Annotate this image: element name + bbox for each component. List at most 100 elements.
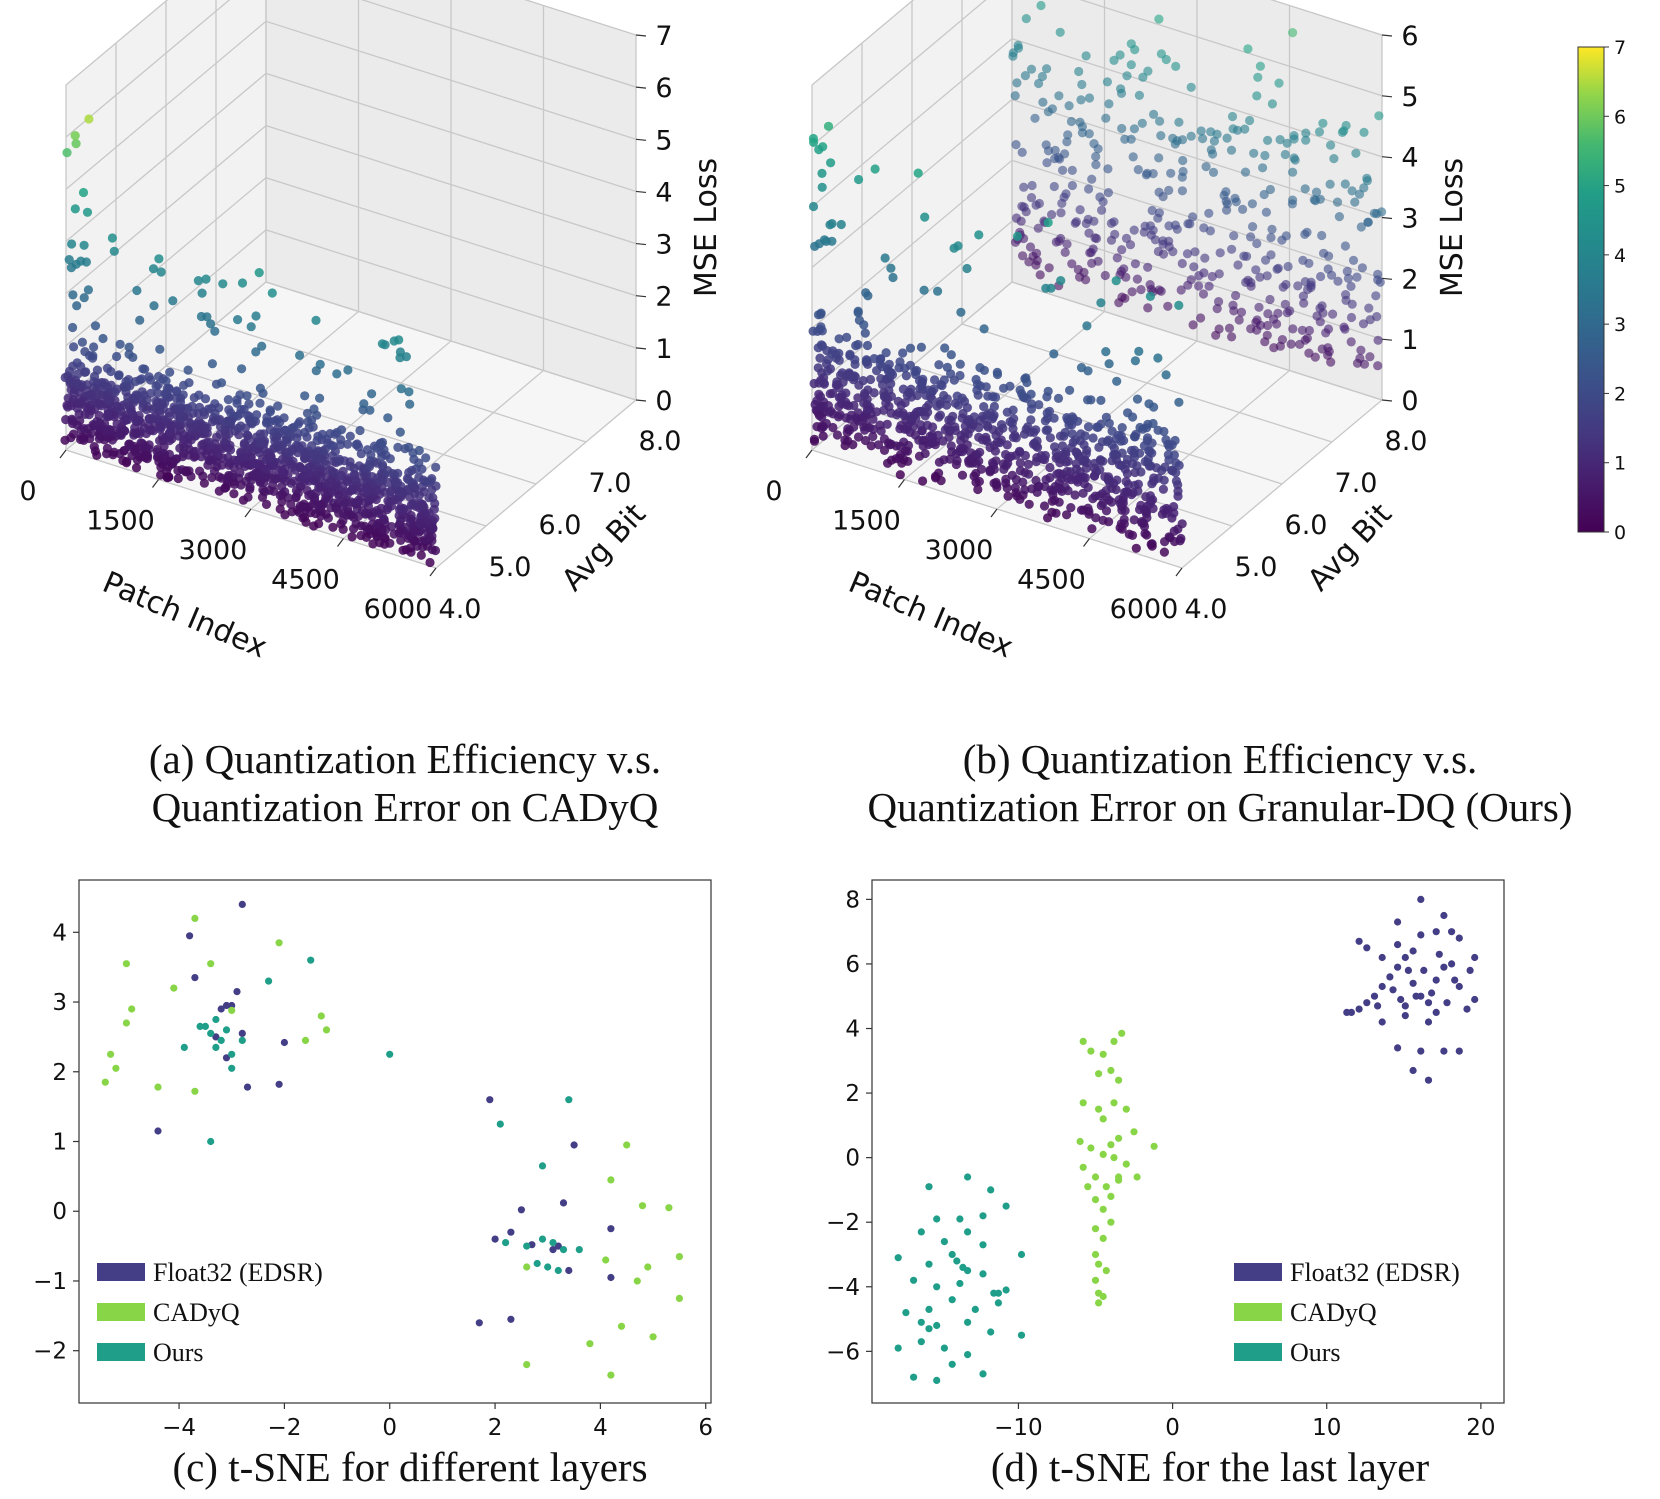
panel-a-ztick: 4 xyxy=(655,177,672,208)
panel-d-ytick: 8 xyxy=(845,887,860,913)
panel-b-point xyxy=(854,380,864,390)
panel-b-point xyxy=(1139,504,1149,515)
panel-c-point-cadyq xyxy=(644,1263,652,1271)
panel-b-point xyxy=(1058,165,1068,175)
panel-c-point-cadyq xyxy=(665,1204,673,1212)
panel-a-point xyxy=(417,464,427,474)
panel-b-point xyxy=(1133,479,1143,489)
panel-b-ztick-mark xyxy=(1381,277,1393,280)
panel-a-point xyxy=(114,370,124,380)
panel-b-point xyxy=(989,401,1000,412)
panel-b-point xyxy=(1074,451,1084,461)
panel-b-point xyxy=(1347,186,1357,196)
panel-a-grid-z xyxy=(65,72,637,242)
panel-b-point xyxy=(1299,298,1309,308)
panel-b-ztick: 2 xyxy=(1401,264,1418,295)
panel-b-point xyxy=(1289,153,1299,163)
panel-a-point xyxy=(89,342,99,352)
panel-c-point-float32 xyxy=(607,1225,615,1233)
panel-b-point xyxy=(815,392,826,402)
panel-c-point-cadyq xyxy=(207,960,215,968)
panel-b-point xyxy=(1252,238,1262,249)
panel-b-point xyxy=(1324,251,1334,261)
panel-b-point xyxy=(982,410,992,420)
panel-a-point xyxy=(327,477,337,487)
panel-b-point xyxy=(1156,131,1166,141)
panel-b-point xyxy=(1188,212,1198,222)
panel-b-point xyxy=(1064,420,1074,430)
panel-c-point-float32 xyxy=(475,1319,483,1327)
panel-b-point xyxy=(1273,308,1283,318)
panel-c-legend-swatch-cadyq xyxy=(97,1303,145,1321)
panel-d-point-cadyq xyxy=(1079,1163,1087,1171)
panel-b-point xyxy=(1164,185,1174,195)
panel-d-point-cadyq xyxy=(1099,1205,1107,1213)
panel-a-point xyxy=(184,450,194,460)
panel-a-point xyxy=(347,532,357,542)
panel-b-point xyxy=(1093,144,1103,154)
panel-b-point xyxy=(963,429,973,439)
panel-b-point xyxy=(1158,484,1168,494)
panel-c-point-float32 xyxy=(559,1199,568,1207)
panel-b-point xyxy=(1143,66,1153,76)
panel-d-point-ours xyxy=(917,1338,925,1346)
panel-a-point xyxy=(114,402,124,412)
panel-b-point xyxy=(1016,216,1026,226)
panel-b-point xyxy=(1049,181,1059,192)
panel-b-point xyxy=(1042,408,1052,418)
panel-d-point-ours xyxy=(917,1318,925,1326)
panel-a-point xyxy=(309,521,319,531)
panel-b-point xyxy=(1054,91,1064,101)
panel-d-point-ours xyxy=(948,1360,956,1368)
panel-a-ztick: 0 xyxy=(655,386,672,417)
panel-b-point xyxy=(1107,426,1117,436)
panel-b-point xyxy=(880,391,890,401)
panel-c-point-float32 xyxy=(565,1266,573,1275)
panel-a-ztick-mark xyxy=(635,86,647,89)
panel-b-point xyxy=(1093,256,1103,266)
panel-d-point-ours xyxy=(1002,1286,1010,1294)
panel-d-point-ours xyxy=(964,1351,972,1359)
panel-b-point xyxy=(1037,71,1047,82)
panel-b-point xyxy=(1222,133,1232,143)
panel-d-point-cadyq xyxy=(1133,1173,1141,1181)
panel-d-point-float32 xyxy=(1378,953,1386,962)
panel-b-point xyxy=(1245,115,1255,126)
panel-b-point xyxy=(842,372,853,382)
panel-b-point xyxy=(1067,259,1077,269)
caption-b-line2: Quantization Error on Granular-DQ (Ours) xyxy=(867,784,1573,830)
panel-d-point-ours xyxy=(979,1241,987,1249)
panel-c-frame xyxy=(78,879,712,1404)
caption-a: (a) Quantization Efficiency v.s. Quantiz… xyxy=(25,735,785,831)
panel-a-point xyxy=(377,510,387,520)
panel-c-point-cadyq xyxy=(675,1294,684,1302)
panel-b-point xyxy=(1332,197,1343,207)
panel-d-point-float32 xyxy=(1455,934,1463,942)
panel-b-point xyxy=(1251,265,1261,275)
panel-b-point xyxy=(1101,347,1111,357)
panel-c-point-ours xyxy=(544,1263,552,1271)
panel-b-point xyxy=(877,362,887,372)
panel-d-point-float32 xyxy=(1370,992,1379,1000)
panel-a-point xyxy=(349,463,359,473)
panel-b-point xyxy=(1089,471,1100,481)
panel-c-point-ours xyxy=(565,1096,573,1104)
panel-b-point xyxy=(895,441,905,451)
panel-a-points xyxy=(60,114,441,568)
panel-a-point xyxy=(161,376,171,386)
panel-a-xtick-mark xyxy=(152,479,159,488)
panel-a-point xyxy=(365,405,375,415)
panel-d-point-cadyq xyxy=(1099,1050,1107,1058)
panel-b-point xyxy=(956,307,966,317)
panel-a-point xyxy=(202,312,212,322)
panel-a-point xyxy=(206,319,216,329)
panel-b-point xyxy=(1282,138,1292,148)
panel-a-point xyxy=(295,462,305,472)
panel-a-point xyxy=(130,447,140,457)
panel-d-point-cadyq xyxy=(1130,1128,1138,1136)
panel-b-point xyxy=(1227,244,1237,254)
panel-b-point xyxy=(1236,307,1247,317)
panel-b-point xyxy=(1145,280,1155,290)
panel-b-point xyxy=(1026,389,1036,399)
